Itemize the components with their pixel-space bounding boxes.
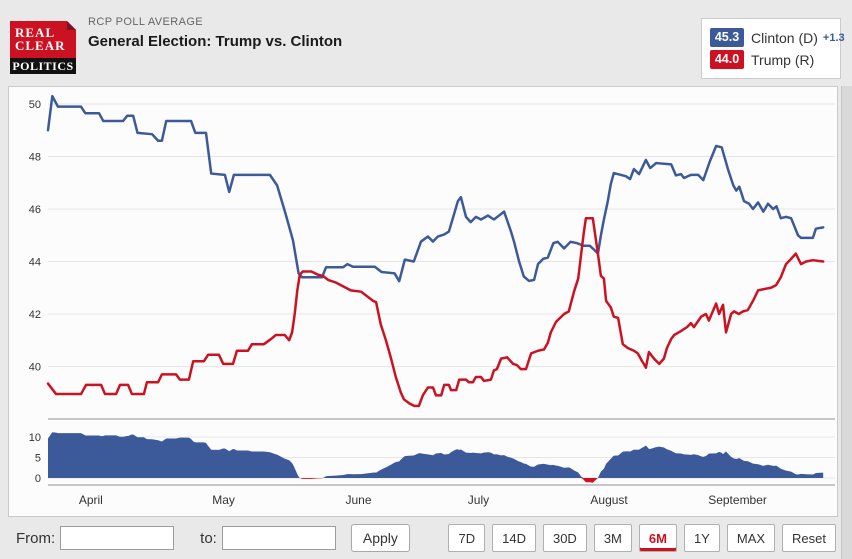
- range-button-3m[interactable]: 3M: [593, 524, 632, 552]
- clinton-trend-line: [46, 94, 825, 283]
- header: REAL CLEAR POLITICS RCP POLL AVERAGE Gen…: [0, 0, 852, 86]
- y-axis-label-spread: 10: [29, 432, 41, 444]
- x-axis-month-label: August: [590, 493, 628, 507]
- y-axis-label-main: 48: [29, 152, 41, 164]
- from-date-input[interactable]: [60, 526, 175, 550]
- from-label: From:: [16, 529, 56, 547]
- chart-box: 50 48 46 44 42 40 10 5 0 April May June July August Se…: [8, 86, 838, 517]
- legend-item-clinton-d: 45.3 Clinton (D) +1.3: [710, 28, 845, 47]
- trump-trend-line: [46, 216, 825, 408]
- logo-text-clear: CLEAR: [15, 38, 66, 53]
- apply-button[interactable]: Apply: [350, 524, 410, 552]
- y-axis-label-spread: 5: [35, 453, 41, 465]
- spread-area-negative: [48, 478, 824, 483]
- legend-item-trump-r: 44.0 Trump (R): [710, 50, 832, 69]
- y-axis-label-main: 40: [29, 362, 41, 374]
- legend-change-value: +1.3: [822, 31, 845, 44]
- legend-value-badge: 44.0: [710, 50, 744, 69]
- logo-text-real: REAL: [15, 25, 56, 40]
- range-button-max[interactable]: MAX: [726, 524, 776, 552]
- chart-legend: 45.3 Clinton (D) +1.3 44.0 Trump (R): [701, 18, 845, 79]
- title-block: RCP POLL AVERAGE General Election: Trump…: [88, 16, 342, 50]
- y-axis-label-main: 42: [29, 309, 41, 321]
- spread-area-positive: [48, 432, 824, 478]
- x-axis-month-label: June: [346, 493, 372, 507]
- range-selector: 7D 14D 30D 3M 6M 1Y MAX Reset: [448, 524, 836, 552]
- y-axis-label-main: 46: [29, 204, 41, 216]
- page-title: General Election: Trump vs. Clinton: [88, 33, 343, 50]
- x-axis-month-label: April: [79, 493, 103, 507]
- range-button-6m[interactable]: 6M: [638, 524, 677, 552]
- y-axis-label-main: 50: [29, 99, 41, 111]
- vertical-scrollbar[interactable]: [841, 86, 852, 559]
- range-button-7d[interactable]: 7D: [448, 524, 486, 552]
- kicker-label: RCP POLL AVERAGE: [88, 16, 204, 28]
- range-button-30d[interactable]: 30D: [542, 524, 587, 552]
- x-axis-month-label: July: [468, 493, 489, 507]
- range-button-1y[interactable]: 1Y: [683, 524, 720, 552]
- range-button-14d[interactable]: 14D: [492, 524, 536, 552]
- x-axis-month-label: September: [708, 493, 767, 507]
- logo-text-politics: POLITICS: [10, 58, 76, 74]
- rcp-logo[interactable]: REAL CLEAR POLITICS: [10, 21, 76, 74]
- y-axis-label-spread: 0: [35, 473, 41, 485]
- x-axis-month-label: May: [212, 493, 235, 507]
- y-axis-label-main: 44: [29, 257, 41, 269]
- to-date-input[interactable]: [221, 526, 336, 550]
- legend-series-name: Clinton (D): [751, 29, 818, 46]
- to-label: to:: [200, 529, 217, 547]
- legend-series-name: Trump (R): [751, 51, 815, 68]
- legend-value-badge: 45.3: [710, 28, 744, 47]
- toolbar: From: to: Apply 7D 14D 30D 3M 6M 1Y MAX Reset: [0, 517, 852, 559]
- range-button-reset[interactable]: Reset: [782, 524, 836, 552]
